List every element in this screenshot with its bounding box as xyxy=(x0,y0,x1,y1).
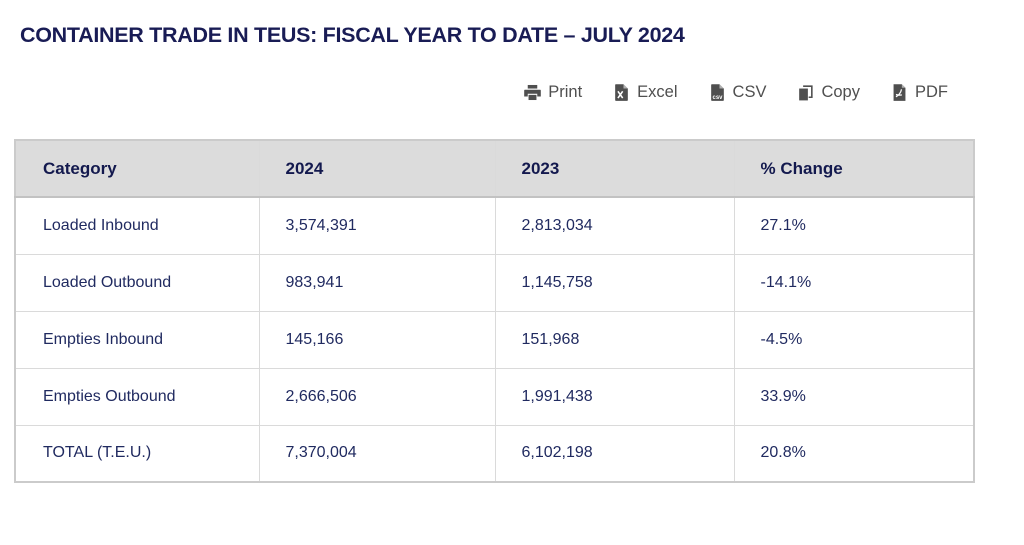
cell-pct-change: 27.1% xyxy=(733,196,975,255)
cell-pct-change: -14.1% xyxy=(733,253,975,312)
print-button-label: Print xyxy=(548,83,583,101)
column-header-category: Category xyxy=(14,139,260,198)
cell-2023: 6,102,198 xyxy=(494,424,735,483)
excel-file-icon xyxy=(612,83,631,102)
export-toolbar: Print Excel csv CSV Copy xyxy=(523,83,948,102)
cell-pct-change: 33.9% xyxy=(733,367,975,426)
printer-icon xyxy=(523,83,542,102)
copy-button[interactable]: Copy xyxy=(796,83,860,102)
table-row-total: TOTAL (T.E.U.) 7,370,004 6,102,198 20.8% xyxy=(14,424,975,483)
column-header-pct-change: % Change xyxy=(733,139,975,198)
table-row-empties-inbound: Empties Inbound 145,166 151,968 -4.5% xyxy=(14,310,975,369)
cell-2024: 3,574,391 xyxy=(258,196,496,255)
cell-category: Empties Outbound xyxy=(14,367,260,426)
pdf-button-label: PDF xyxy=(915,83,948,101)
page-title: CONTAINER TRADE IN TEUS: FISCAL YEAR TO … xyxy=(20,23,685,47)
table-header-row: Category 2024 2023 % Change xyxy=(14,139,975,198)
pdf-button[interactable]: PDF xyxy=(890,83,948,102)
svg-text:csv: csv xyxy=(712,95,723,101)
cell-pct-change: -4.5% xyxy=(733,310,975,369)
copy-button-label: Copy xyxy=(821,83,860,101)
csv-button[interactable]: csv CSV xyxy=(708,83,767,102)
cell-2023: 1,145,758 xyxy=(494,253,735,312)
column-header-2023: 2023 xyxy=(494,139,735,198)
excel-button-label: Excel xyxy=(637,83,678,101)
pdf-file-icon xyxy=(890,83,909,102)
table-row-loaded-outbound: Loaded Outbound 983,941 1,145,758 -14.1% xyxy=(14,253,975,312)
table-row-empties-outbound: Empties Outbound 2,666,506 1,991,438 33.… xyxy=(14,367,975,426)
cell-2023: 1,991,438 xyxy=(494,367,735,426)
cell-category: Empties Inbound xyxy=(14,310,260,369)
cell-2024: 7,370,004 xyxy=(258,424,496,483)
column-header-2024: 2024 xyxy=(258,139,496,198)
cell-2024: 983,941 xyxy=(258,253,496,312)
cell-2024: 2,666,506 xyxy=(258,367,496,426)
csv-file-icon: csv xyxy=(708,83,727,102)
excel-button[interactable]: Excel xyxy=(612,83,678,102)
cell-category: Loaded Inbound xyxy=(14,196,260,255)
cell-pct-change: 20.8% xyxy=(733,424,975,483)
cell-2023: 151,968 xyxy=(494,310,735,369)
table-row-loaded-inbound: Loaded Inbound 3,574,391 2,813,034 27.1% xyxy=(14,196,975,255)
cell-category: Loaded Outbound xyxy=(14,253,260,312)
csv-button-label: CSV xyxy=(732,83,767,101)
cell-2024: 145,166 xyxy=(258,310,496,369)
copy-icon xyxy=(796,83,815,102)
cell-2023: 2,813,034 xyxy=(494,196,735,255)
print-button[interactable]: Print xyxy=(523,83,582,102)
container-trade-table: Category 2024 2023 % Change Loaded Inbou… xyxy=(14,139,975,483)
cell-category: TOTAL (T.E.U.) xyxy=(14,424,260,483)
